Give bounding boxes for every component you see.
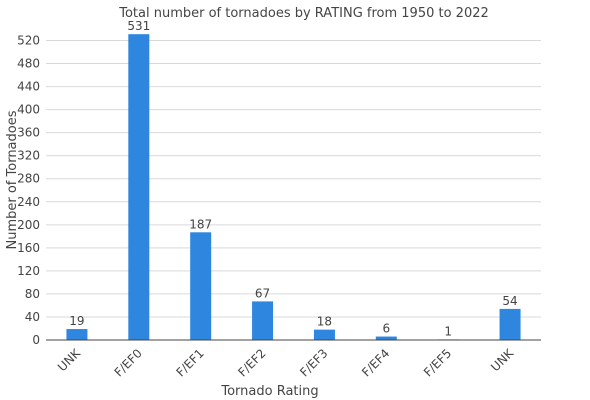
grid-lines xyxy=(46,40,541,318)
bar xyxy=(128,34,150,340)
y-tick-label: 280 xyxy=(17,172,40,186)
x-axis-ticks: UNK F/EF0 F/EF1 F/EF2 F/EF3 F/EF4 F/EF5 UNK xyxy=(55,345,517,379)
chart-title: Total number of tornadoes by RATING from… xyxy=(118,6,489,21)
bar xyxy=(499,308,521,340)
y-tick-label: 160 xyxy=(17,241,40,255)
y-tick-label: 40 xyxy=(25,310,40,324)
x-tick-label: F/EF1 xyxy=(174,346,207,379)
x-tick-label: F/EF4 xyxy=(359,346,392,379)
x-axis-title: Tornado Rating xyxy=(220,384,318,399)
y-tick-label: 200 xyxy=(17,218,40,232)
y-tick-label: 440 xyxy=(17,80,40,94)
y-tick-label: 480 xyxy=(17,57,40,71)
data-labels: 19 531 187 67 18 6 1 54 xyxy=(69,19,517,338)
bar xyxy=(252,301,274,340)
y-axis-ticks: 0 40 80 120 160 200 240 280 320 360 400 440 480 520 xyxy=(17,34,40,347)
bar xyxy=(190,232,212,340)
x-tick-label: UNK xyxy=(55,345,84,374)
y-axis-title: Number of Tornadoes xyxy=(5,110,20,249)
y-tick-label: 400 xyxy=(17,103,40,117)
data-label: 1 xyxy=(444,324,452,338)
x-tick-label: F/EF0 xyxy=(112,346,145,379)
x-tick-label: UNK xyxy=(488,345,517,374)
x-tick-label: F/EF2 xyxy=(235,346,268,379)
y-tick-label: 240 xyxy=(17,195,40,209)
y-tick-label: 80 xyxy=(25,287,40,301)
data-label: 67 xyxy=(255,286,270,300)
data-label: 187 xyxy=(189,217,212,231)
y-tick-label: 360 xyxy=(17,126,40,140)
y-tick-label: 520 xyxy=(17,34,40,48)
x-tick-label: F/EF3 xyxy=(297,346,330,379)
data-label: 531 xyxy=(127,19,150,33)
y-tick-label: 0 xyxy=(32,333,40,347)
data-label: 6 xyxy=(382,322,390,336)
y-tick-label: 320 xyxy=(17,149,40,163)
bar xyxy=(375,336,397,340)
bar xyxy=(313,329,335,340)
x-tick-label: F/EF5 xyxy=(421,346,454,379)
data-label: 19 xyxy=(69,314,84,328)
bar xyxy=(66,329,88,340)
data-label: 54 xyxy=(502,294,517,308)
y-tick-label: 120 xyxy=(17,264,40,278)
bars xyxy=(66,34,521,340)
data-label: 18 xyxy=(317,315,332,329)
